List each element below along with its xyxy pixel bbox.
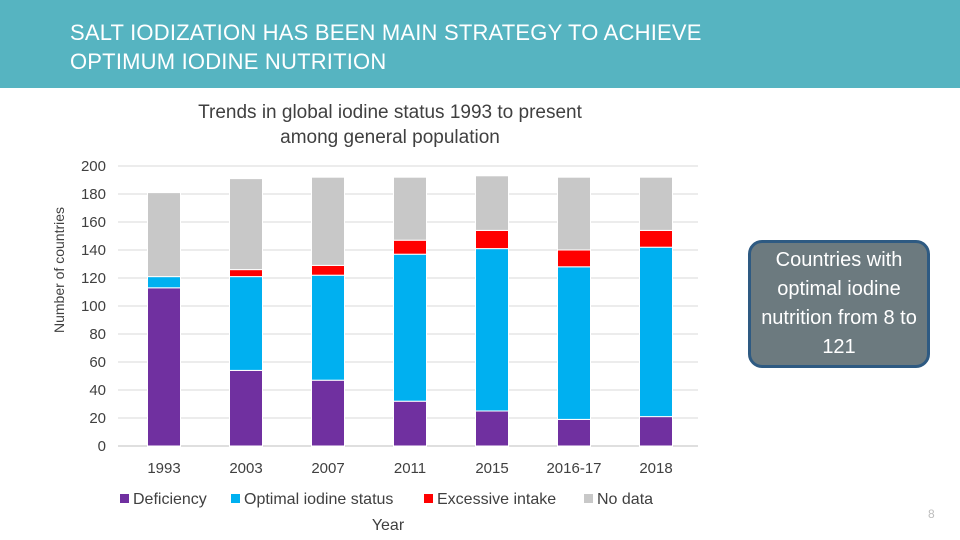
callout-text: Countries with optimal iodine nutrition … xyxy=(761,249,917,358)
bar-no-data-2016-17 xyxy=(557,176,591,251)
y-tick-label: 60 xyxy=(89,354,106,371)
x-axis-ticks: 1993 2003 2007 2011 2015 2016-17 2018 xyxy=(147,460,672,477)
legend-swatch xyxy=(584,494,593,503)
bar-deficiency-2003 xyxy=(229,369,263,447)
bar-excessive-intake-2018 xyxy=(639,229,673,248)
bar-optimal-iodine-status-2011 xyxy=(393,253,427,402)
x-tick-label: 2015 xyxy=(475,460,508,477)
legend-label: No data xyxy=(597,491,653,508)
bar-optimal-iodine-status-2018 xyxy=(639,246,673,418)
bar-no-data-2003 xyxy=(229,178,263,271)
bar-no-data-1993 xyxy=(147,192,181,278)
legend: Deficiency Optimal iodine status Excessive… xyxy=(120,491,653,508)
bar-excessive-intake-2015 xyxy=(475,229,509,250)
bar-no-data-2011 xyxy=(393,176,427,241)
legend-swatch xyxy=(120,494,129,503)
y-tick-label: 100 xyxy=(81,298,106,315)
slide-title: SALT IODIZATION HAS BEEN MAIN STRATEGY T… xyxy=(70,20,702,74)
chart-title: Trends in global iodine status 1993 to p… xyxy=(198,102,582,148)
x-tick-label: 2016-17 xyxy=(546,460,601,477)
y-tick-label: 80 xyxy=(89,326,106,343)
callout-box: Countries with optimal iodine nutrition … xyxy=(748,240,930,368)
legend-label: Deficiency xyxy=(133,491,207,508)
legend-label: Optimal iodine status xyxy=(244,491,393,508)
y-tick-label: 160 xyxy=(81,214,106,231)
x-tick-label: 2011 xyxy=(394,460,426,477)
bar-excessive-intake-2016-17 xyxy=(557,249,591,268)
y-tick-label: 200 xyxy=(81,158,106,175)
bar-optimal-iodine-status-2007 xyxy=(311,274,345,381)
x-axis-label: Year xyxy=(372,517,405,534)
bar-optimal-iodine-status-2015 xyxy=(475,248,509,412)
legend-swatch xyxy=(424,494,433,503)
title-banner: SALT IODIZATION HAS BEEN MAIN STRATEGY T… xyxy=(0,0,960,88)
page-number: 8 xyxy=(928,507,935,521)
y-tick-label: 120 xyxy=(81,270,106,287)
bar-deficiency-2007 xyxy=(311,379,345,447)
y-tick-label: 0 xyxy=(98,438,106,455)
bar-no-data-2007 xyxy=(311,176,345,266)
y-axis-ticks: 0 20 40 60 80 100 120 140 160 180 200 xyxy=(81,158,106,455)
bar-deficiency-2016-17 xyxy=(557,418,591,447)
legend-label: Excessive intake xyxy=(437,491,556,508)
bars xyxy=(147,175,673,447)
x-tick-label: 2018 xyxy=(639,460,672,477)
bar-deficiency-2015 xyxy=(475,410,509,447)
y-tick-label: 40 xyxy=(89,382,106,399)
x-tick-label: 2007 xyxy=(311,460,344,477)
x-tick-label: 1993 xyxy=(147,460,180,477)
bar-excessive-intake-2003 xyxy=(229,269,263,278)
x-tick-label: 2003 xyxy=(229,460,262,477)
bar-no-data-2015 xyxy=(475,175,509,231)
bar-excessive-intake-2007 xyxy=(311,264,345,276)
y-tick-label: 180 xyxy=(81,186,106,203)
y-tick-label: 20 xyxy=(89,410,106,427)
bar-optimal-iodine-status-1993 xyxy=(147,276,181,289)
bar-deficiency-1993 xyxy=(147,287,181,447)
y-axis-label: Number of countries xyxy=(51,207,67,333)
bar-deficiency-2018 xyxy=(639,416,673,447)
bar-excessive-intake-2011 xyxy=(393,239,427,255)
bar-optimal-iodine-status-2003 xyxy=(229,276,263,371)
y-tick-label: 140 xyxy=(81,242,106,259)
bar-optimal-iodine-status-2016-17 xyxy=(557,266,591,420)
legend-swatch xyxy=(231,494,240,503)
bar-no-data-2018 xyxy=(639,176,673,231)
bar-deficiency-2011 xyxy=(393,400,427,447)
